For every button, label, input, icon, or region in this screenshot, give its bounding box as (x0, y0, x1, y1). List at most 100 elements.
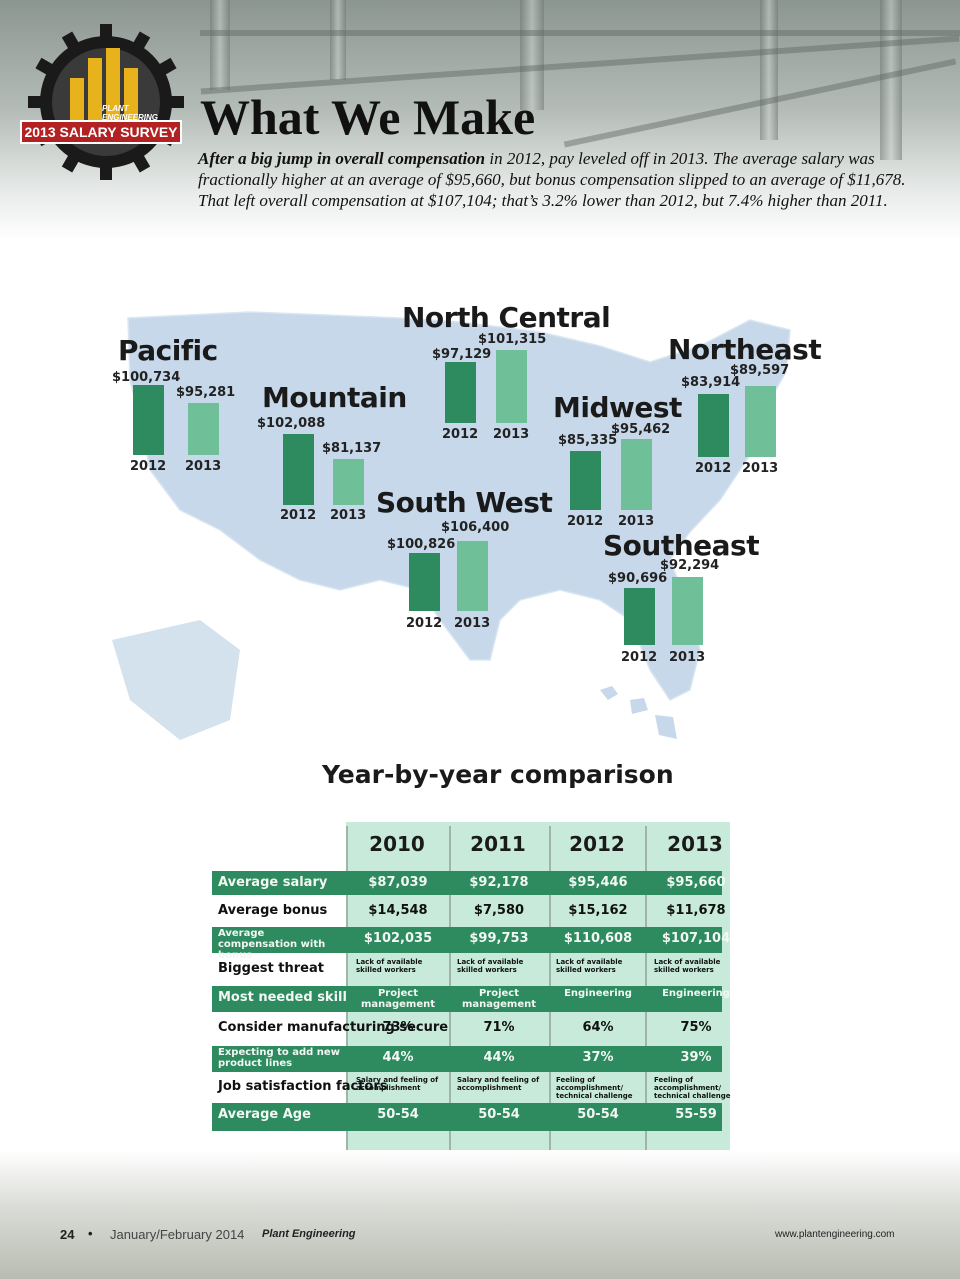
value-2013-north-central: $101,315 (478, 332, 547, 347)
year-2012-north-central: 2012 (442, 427, 479, 442)
row-label: Job satisfaction factors (218, 1079, 388, 1094)
bar-2013-northeast (745, 386, 776, 457)
table-cell: 37% (582, 1050, 614, 1065)
value-2012-pacific: $100,734 (112, 370, 181, 385)
bar-2013-midwest (621, 439, 652, 510)
year-2013-south-west: 2013 (454, 616, 491, 631)
value-2012-south-west: $100,826 (387, 537, 456, 552)
column-header-2013: 2013 (667, 832, 723, 856)
bar-2013-mountain (333, 459, 364, 505)
table-cell: $95,660 (666, 875, 726, 890)
value-2012-southeast: $90,696 (608, 571, 668, 586)
table-cell: $7,580 (473, 903, 525, 918)
year-2013-northeast: 2013 (742, 461, 779, 476)
value-2013-southeast: $92,294 (660, 558, 720, 573)
page-title: What We Make (200, 89, 536, 145)
table-cell: 39% (680, 1050, 712, 1065)
year-2013-pacific: 2013 (185, 459, 222, 474)
bar-2013-south-west (457, 541, 488, 611)
bar-2012-pacific (133, 385, 164, 455)
table-cell: 75% (680, 1020, 712, 1035)
row-label: Consider manufacturing secure (218, 1020, 449, 1035)
table-cell: $95,446 (568, 875, 628, 890)
bar-2013-pacific (188, 403, 219, 455)
bar-2012-north-central (445, 362, 476, 423)
region-name-midwest: Midwest (553, 391, 682, 424)
table-cell: $92,178 (469, 875, 529, 890)
value-2012-mountain: $102,088 (257, 416, 326, 431)
bar-2012-south-west (409, 553, 440, 611)
table-cell: Salary and feeling of accomplishment (457, 1076, 540, 1092)
table-cell: 50-54 (478, 1107, 520, 1122)
bar-2012-mountain (283, 434, 314, 505)
table-cell: Feeling of accomplishment/ technical cha… (654, 1076, 731, 1100)
table-cell: $110,608 (563, 931, 633, 946)
bar-2012-midwest (570, 451, 601, 510)
year-2012-south-west: 2012 (406, 616, 443, 631)
table-cell: Feeling of accomplishment/ technical cha… (556, 1076, 633, 1100)
intro-paragraph: After a big jump in overall compensation… (198, 148, 918, 211)
row-label: Most needed skill (218, 990, 347, 1005)
region-name-south-west: South West (376, 486, 553, 519)
column-header-2012: 2012 (569, 832, 625, 856)
year-2012-northeast: 2012 (695, 461, 732, 476)
badge-label: 2013 SALARY SURVEY (20, 120, 182, 144)
year-2013-midwest: 2013 (618, 514, 655, 529)
region-name-southeast: Southeast (603, 529, 760, 562)
row-label: Average bonus (218, 903, 328, 918)
table-cell: 50-54 (577, 1107, 619, 1122)
value-2012-northeast: $83,914 (681, 375, 741, 390)
table-cell: 64% (582, 1020, 614, 1035)
table-cell: $14,548 (368, 903, 428, 918)
table-cell: 44% (483, 1050, 515, 1065)
region-name-mountain: Mountain (262, 381, 407, 414)
value-2012-north-central: $97,129 (432, 347, 492, 362)
column-header-2011: 2011 (470, 832, 526, 856)
table-cell: $87,039 (368, 875, 428, 890)
table-cell: Lack of available skilled workers (654, 958, 721, 974)
region-name-pacific: Pacific (118, 334, 218, 367)
value-2013-midwest: $95,462 (611, 422, 671, 437)
year-2013-southeast: 2013 (669, 650, 706, 665)
row-label: Expecting to add new product lines (218, 1047, 340, 1069)
bar-2013-north-central (496, 350, 527, 423)
table-cell: 73% (382, 1020, 414, 1035)
bar-2012-northeast (698, 394, 729, 457)
table-cell: 50-54 (377, 1107, 419, 1122)
table-cell: Lack of available skilled workers (356, 958, 423, 974)
table-cell: Project management (360, 988, 436, 1010)
value-2013-northeast: $89,597 (730, 363, 790, 378)
plant-engineering-logo: Plant Engineering (102, 104, 159, 122)
table-cell: $15,162 (568, 903, 628, 918)
value-2012-midwest: $85,335 (558, 433, 618, 448)
website-url[interactable]: www.plantengineering.com (775, 1229, 895, 1240)
table-cell: Project management (461, 988, 537, 1010)
table-cell: 55-59 (675, 1107, 717, 1122)
table-cell: Lack of available skilled workers (457, 958, 524, 974)
publication-name: Plant Engineering (262, 1228, 356, 1240)
alaska-shape (112, 620, 240, 740)
bar-2013-southeast (672, 577, 703, 645)
year-2012-midwest: 2012 (567, 514, 604, 529)
table-cell: Lack of available skilled workers (556, 958, 623, 974)
page-number: 24 (60, 1227, 75, 1242)
issue-date: January/February 2014 (110, 1227, 245, 1242)
table-cell: $99,753 (469, 931, 529, 946)
footer-background (0, 1150, 960, 1279)
table-cell: Engineering (662, 988, 730, 999)
table-cell: 44% (382, 1050, 414, 1065)
row-label: Average Age (218, 1107, 311, 1122)
row-label: Biggest threat (218, 961, 324, 976)
row-label: Average compensation with bonus (218, 928, 326, 961)
table-cell: $11,678 (666, 903, 726, 918)
table-cell: Engineering (564, 988, 632, 999)
intro-lead: After a big jump in overall compensation (198, 149, 486, 168)
table-cell: 71% (483, 1020, 515, 1035)
year-2013-north-central: 2013 (493, 427, 530, 442)
row-label: Average salary (218, 875, 328, 890)
footer-separator: • (88, 1226, 93, 1241)
year-2012-mountain: 2012 (280, 508, 317, 523)
table-row-band (212, 871, 722, 895)
value-2013-south-west: $106,400 (441, 520, 510, 535)
year-2013-mountain: 2013 (330, 508, 367, 523)
